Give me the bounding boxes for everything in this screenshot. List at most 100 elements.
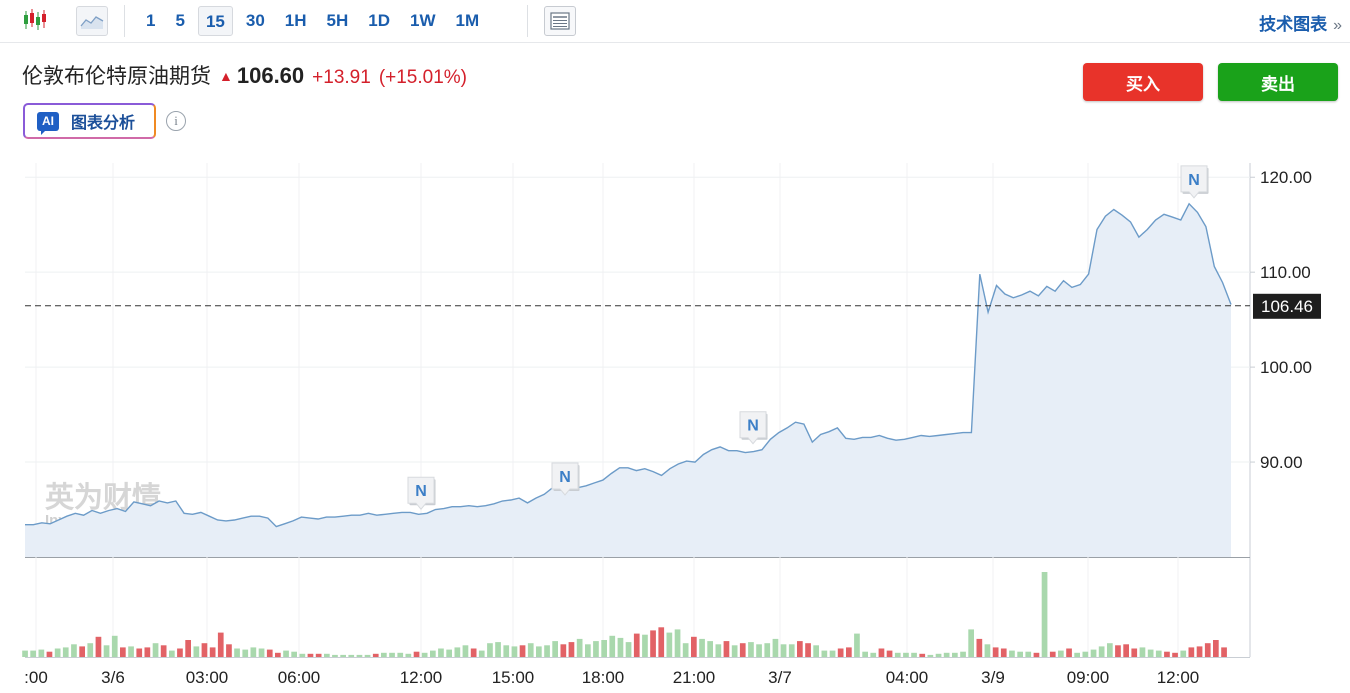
x-tick-label: 04:00 — [886, 668, 929, 687]
volume-bar — [1221, 647, 1227, 657]
volume-bar — [642, 634, 648, 657]
volume-bar — [911, 652, 917, 658]
instrument-name: 伦敦布伦特原油期货 — [22, 65, 211, 88]
volume-bar — [340, 654, 346, 657]
current-price-tag — [1253, 293, 1321, 319]
current-price-label: 106.46 — [1261, 297, 1313, 316]
instrument-header: 伦敦布伦特原油期货 ▲ 106.60 +13.91 (+15.01%) — [22, 60, 467, 90]
volume-bar — [299, 653, 306, 657]
volume-bar — [1131, 648, 1138, 657]
volume-bar — [1041, 572, 1048, 657]
interval-30[interactable]: 30 — [245, 11, 265, 30]
interval-5h[interactable]: 5H — [326, 11, 349, 30]
buy-button[interactable]: 买入 — [1083, 63, 1203, 101]
volume-bar — [968, 629, 974, 657]
volume-bar — [568, 642, 575, 657]
volume-bar — [397, 652, 404, 658]
volume-bar — [160, 645, 167, 657]
volume-bar — [617, 637, 624, 657]
interval-15[interactable]: 15 — [197, 6, 233, 36]
volume-bar — [120, 647, 126, 657]
volume-bar — [307, 653, 314, 657]
volume-bar — [903, 652, 909, 658]
volume-bar — [136, 648, 143, 657]
volume-bar — [707, 641, 713, 657]
volume-bar — [886, 650, 893, 657]
volume-bar — [79, 646, 85, 657]
volume-bar — [462, 645, 469, 657]
volume-bar — [1115, 645, 1121, 657]
info-icon[interactable]: i — [166, 111, 186, 131]
technical-chart-label: 技术图表 — [1259, 15, 1328, 34]
x-tick-label: 18:00 — [582, 668, 625, 687]
y-tick-label: 100.00 — [1260, 358, 1312, 377]
price-area-fill — [25, 203, 1231, 558]
ai-chart-analysis-button[interactable]: AI 图表分析 — [23, 103, 156, 139]
volume-bar — [780, 644, 787, 658]
area-chart-icon[interactable] — [76, 6, 108, 36]
volume-bar — [495, 642, 501, 657]
candlestick-icon[interactable] — [20, 6, 50, 34]
volume-bar — [258, 648, 265, 657]
volume-bar — [552, 641, 558, 657]
volume-bar — [454, 647, 461, 657]
volume-bar — [446, 649, 452, 657]
price-change: +13.91 — [312, 67, 371, 88]
volume-bar — [723, 641, 730, 657]
news-marker[interactable] — [551, 462, 579, 496]
volume-bar — [1082, 651, 1089, 657]
volume-bar — [1196, 646, 1203, 657]
volume-bar — [625, 642, 632, 657]
x-tick-label: 03:00 — [186, 668, 229, 687]
news-marker[interactable] — [739, 411, 767, 445]
volume-bar — [1155, 650, 1162, 657]
volume-bar — [1049, 651, 1056, 657]
interval-5[interactable]: 5 — [175, 11, 185, 30]
volume-bar — [756, 644, 762, 658]
volume-bar — [674, 629, 681, 657]
volume-bar — [356, 654, 363, 657]
volume-bar — [536, 646, 542, 657]
interval-1w[interactable]: 1W — [409, 11, 436, 30]
x-tick-label: :00 — [24, 668, 48, 687]
volume-bar — [421, 652, 428, 658]
volume-bar — [519, 645, 526, 657]
sell-button[interactable]: 卖出 — [1218, 63, 1338, 101]
news-marker[interactable] — [407, 476, 435, 511]
y-tick-label: 110.00 — [1260, 263, 1311, 282]
interval-1d[interactable]: 1D — [368, 11, 390, 30]
volume-bar — [1213, 640, 1219, 657]
volume-bar — [960, 651, 966, 657]
volume-bar — [846, 647, 852, 657]
interval-1h[interactable]: 1H — [284, 11, 307, 30]
volume-bar — [1025, 651, 1032, 657]
news-marker-label: N — [415, 483, 427, 500]
volume-bar — [324, 653, 330, 657]
volume-bar — [503, 645, 510, 657]
volume-bar — [1090, 649, 1097, 657]
price-line[interactable] — [25, 202, 1232, 528]
volume-bar — [1066, 648, 1072, 657]
volume-bar — [348, 654, 355, 657]
toolbar-separator — [124, 5, 125, 37]
interval-1[interactable]: 1 — [146, 11, 156, 30]
x-tick-label: 12:00 — [1157, 668, 1200, 687]
volume-bar — [234, 648, 240, 657]
volume-bar — [544, 645, 550, 657]
volume-bar — [658, 627, 665, 657]
volume-bar — [1188, 647, 1195, 657]
volume-bar — [372, 653, 379, 657]
volume-bar — [633, 633, 640, 657]
volume-bar — [650, 630, 656, 657]
layout-icon[interactable] — [544, 6, 576, 36]
volume-bar — [1074, 652, 1080, 658]
news-marker[interactable] — [1180, 165, 1208, 199]
volume-bar — [1172, 652, 1178, 658]
x-tick-label: 12:00 — [400, 668, 443, 687]
y-tick-label: 120.00 — [1260, 168, 1312, 187]
volume-bar — [927, 654, 934, 657]
interval-1m[interactable]: 1M — [455, 11, 480, 30]
volume-bar — [144, 647, 151, 657]
technical-chart-link[interactable]: 技术图表 » — [1259, 10, 1342, 35]
